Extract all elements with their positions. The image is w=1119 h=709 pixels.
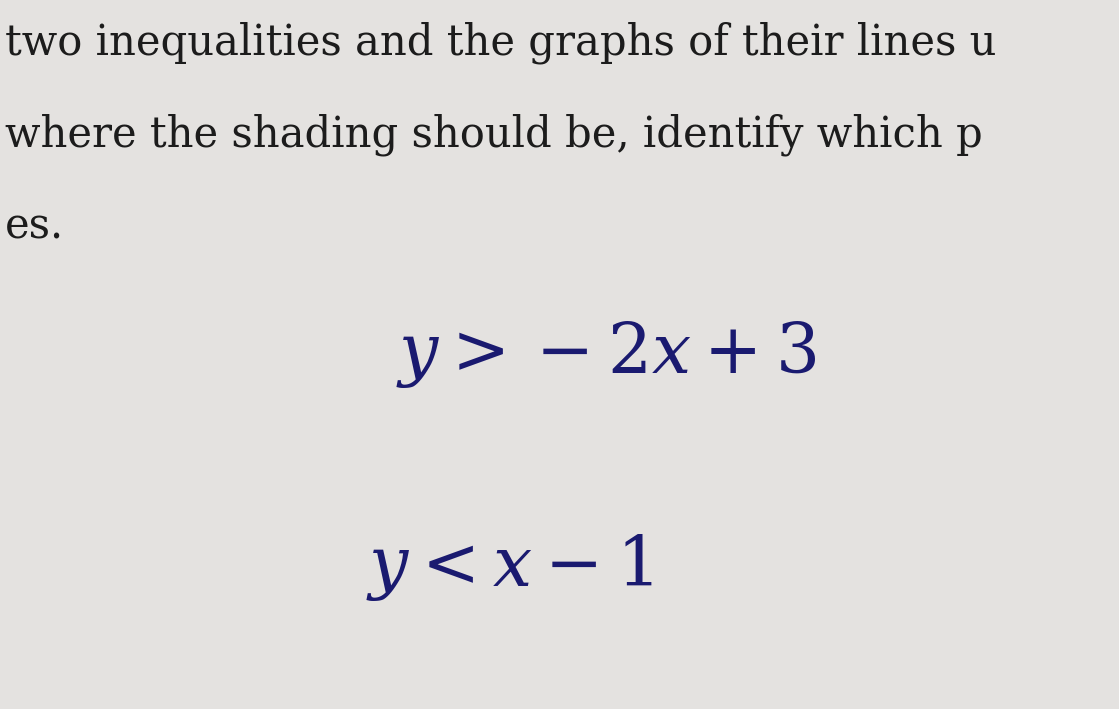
Text: es.: es. [4,206,64,247]
Text: two inequalities and the graphs of their lines u: two inequalities and the graphs of their… [4,21,996,64]
Text: $y < x - 1$: $y < x - 1$ [367,532,653,603]
Text: where the shading should be, identify which p: where the shading should be, identify wh… [4,113,982,156]
Text: $y > -2x + 3$: $y > -2x + 3$ [396,319,816,390]
